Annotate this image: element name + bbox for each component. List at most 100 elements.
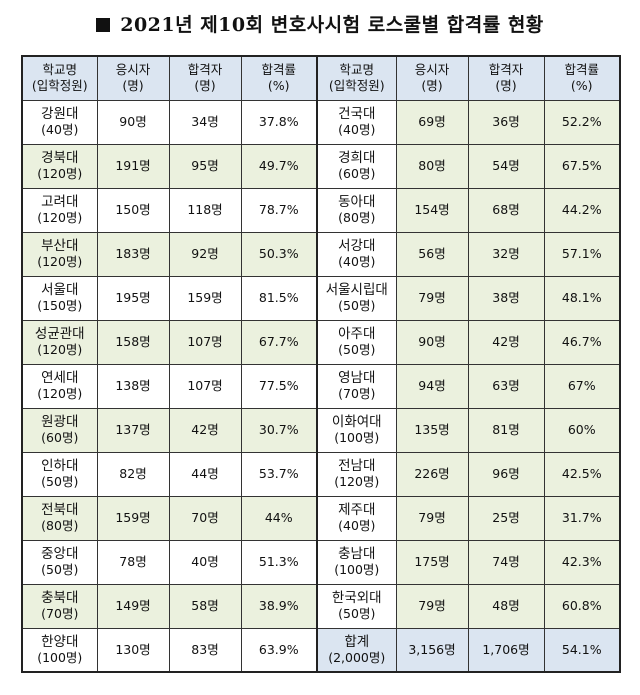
applicants-cell: 191명 xyxy=(96,143,170,189)
header-passers-right: 합격자 (명) xyxy=(467,55,545,101)
passers-cell: 58명 xyxy=(168,583,242,629)
rate-cell: 30.7% xyxy=(240,407,318,453)
school-cell: 고려대 (120명) xyxy=(21,187,98,233)
passers-cell: 159명 xyxy=(168,275,242,321)
table-row: 한양대 (100명) 130명 83명 63.9% 합계 (2,000명) 3,156명 1,7… xyxy=(21,627,621,673)
school-cell-quota: (120명) xyxy=(37,342,83,357)
rate-cell: 67.7% xyxy=(240,319,318,365)
applicants-cell: 80명 xyxy=(395,143,469,189)
school-cell: 전북대 (80명) xyxy=(21,495,98,541)
school-cell-name: 한국외대 xyxy=(331,590,382,606)
table-row: 전북대 (80명) 159명 70명 44% 제주대 (40명) 79명 25명 31.7% xyxy=(21,495,621,541)
school-cell-name: 전북대 xyxy=(41,502,79,518)
table-row: 성균관대 (120명) 158명 107명 67.7% 아주대 (50명) 90명 42명 46.… xyxy=(21,319,621,365)
passers-cell: 42명 xyxy=(168,407,242,453)
applicants-cell: 150명 xyxy=(96,187,170,233)
rate-cell: 31.7% xyxy=(543,495,621,541)
school-cell-quota: (70명) xyxy=(41,606,79,621)
applicants-cell: 149명 xyxy=(96,583,170,629)
header-rate: 합격률 (%) xyxy=(240,55,318,101)
school-cell: 성균관대 (120명) xyxy=(21,319,98,365)
school-cell-name: 아주대 xyxy=(338,326,376,342)
school-cell-quota: (50명) xyxy=(41,562,79,577)
school-cell-quota: (120명) xyxy=(37,386,83,401)
table-row: 중앙대 (50명) 78명 40명 51.3% 충남대 (100명) 175명 74명 42.3% xyxy=(21,539,621,585)
pass-rate-table: 학교명 (입학정원) 응시자 (명) 합격자 (명) 합격률 (%) 학교명 (입학정원)… xyxy=(21,55,621,673)
table-row: 연세대 (120명) 138명 107명 77.5% 영남대 (70명) 94명 63명 67% xyxy=(21,363,621,409)
rate-cell: 42.3% xyxy=(543,539,621,585)
applicants-cell: 158명 xyxy=(96,319,170,365)
rate-cell: 44% xyxy=(240,495,318,541)
rate-cell: 49.7% xyxy=(240,143,318,189)
school-cell: 영남대 (70명) xyxy=(316,363,397,409)
passers-cell: 107명 xyxy=(168,363,242,409)
school-cell-quota: (80명) xyxy=(41,518,79,533)
applicants-cell: 183명 xyxy=(96,231,170,277)
passers-cell: 42명 xyxy=(467,319,545,365)
passers-cell: 38명 xyxy=(467,275,545,321)
school-cell-name: 경희대 xyxy=(338,150,376,166)
total-passers-cell: 1,706명 xyxy=(467,627,545,673)
school-cell: 중앙대 (50명) xyxy=(21,539,98,585)
rate-cell: 51.3% xyxy=(240,539,318,585)
table-row: 충북대 (70명) 149명 58명 38.9% 한국외대 (50명) 79명 48명 60.8% xyxy=(21,583,621,629)
school-cell-quota: (80명) xyxy=(338,210,376,225)
rate-cell: 48.1% xyxy=(543,275,621,321)
rate-cell: 63.9% xyxy=(240,627,318,673)
school-cell-name: 이화여대 xyxy=(331,414,382,430)
school-cell-name: 한양대 xyxy=(41,633,79,650)
applicants-cell: 226명 xyxy=(395,451,469,497)
school-cell-quota: (50명) xyxy=(41,474,79,489)
passers-cell: 44명 xyxy=(168,451,242,497)
school-cell-name: 고려대 xyxy=(41,194,79,210)
school-cell-quota: (50명) xyxy=(338,298,376,313)
rate-cell: 52.2% xyxy=(543,99,621,145)
table-row: 부산대 (120명) 183명 92명 50.3% 서강대 (40명) 56명 32명 57.1% xyxy=(21,231,621,277)
school-cell-quota: (120명) xyxy=(37,210,83,225)
school-cell-name: 제주대 xyxy=(338,502,376,518)
school-cell: 한양대 (100명) xyxy=(21,627,98,673)
school-cell-quota: (40명) xyxy=(338,122,376,137)
school-cell-name: 서강대 xyxy=(338,238,376,254)
table-row: 경북대 (120명) 191명 95명 49.7% 경희대 (60명) 80명 54명 67.5% xyxy=(21,143,621,189)
school-cell-quota: (50명) xyxy=(338,606,376,621)
total-rate-cell: 54.1% xyxy=(543,627,621,673)
passers-cell: 32명 xyxy=(467,231,545,277)
applicants-cell: 138명 xyxy=(96,363,170,409)
total-label-cell-name: 합계 xyxy=(344,633,370,650)
passers-cell: 36명 xyxy=(467,99,545,145)
applicants-cell: 159명 xyxy=(96,495,170,541)
header-school: 학교명 (입학정원) xyxy=(21,55,98,101)
school-cell-name: 부산대 xyxy=(41,238,79,254)
passers-cell: 96명 xyxy=(467,451,545,497)
applicants-cell: 90명 xyxy=(96,99,170,145)
school-cell: 충북대 (70명) xyxy=(21,583,98,629)
passers-cell: 63명 xyxy=(467,363,545,409)
school-cell-quota: (60명) xyxy=(41,430,79,445)
applicants-cell: 82명 xyxy=(96,451,170,497)
school-cell-name: 서울대 xyxy=(41,282,79,298)
total-applicants-cell: 3,156명 xyxy=(395,627,469,673)
passers-cell: 54명 xyxy=(467,143,545,189)
table-row: 인하대 (50명) 82명 44명 53.7% 전남대 (120명) 226명 96명 42.5% xyxy=(21,451,621,497)
school-cell-name: 영남대 xyxy=(338,370,376,386)
school-cell-quota: (40명) xyxy=(41,122,79,137)
school-cell: 서울대 (150명) xyxy=(21,275,98,321)
applicants-cell: 79명 xyxy=(395,583,469,629)
table-row: 원광대 (60명) 137명 42명 30.7% 이화여대 (100명) 135명 81명 60% xyxy=(21,407,621,453)
rate-cell: 81.5% xyxy=(240,275,318,321)
applicants-cell: 94명 xyxy=(395,363,469,409)
school-cell-name: 성균관대 xyxy=(34,326,85,342)
page-title-text: 2021년 제10회 변호사시험 로스쿨별 합격률 현황 xyxy=(120,14,544,36)
school-cell: 경희대 (60명) xyxy=(316,143,397,189)
applicants-cell: 130명 xyxy=(96,627,170,673)
rate-cell: 57.1% xyxy=(543,231,621,277)
school-cell-name: 서울시립대 xyxy=(325,282,388,298)
school-cell-quota: (120명) xyxy=(37,166,83,181)
school-cell-name: 전남대 xyxy=(338,458,376,474)
rate-cell: 46.7% xyxy=(543,319,621,365)
school-cell-name: 건국대 xyxy=(338,106,376,122)
school-cell: 부산대 (120명) xyxy=(21,231,98,277)
school-cell: 이화여대 (100명) xyxy=(316,407,397,453)
applicants-cell: 137명 xyxy=(96,407,170,453)
